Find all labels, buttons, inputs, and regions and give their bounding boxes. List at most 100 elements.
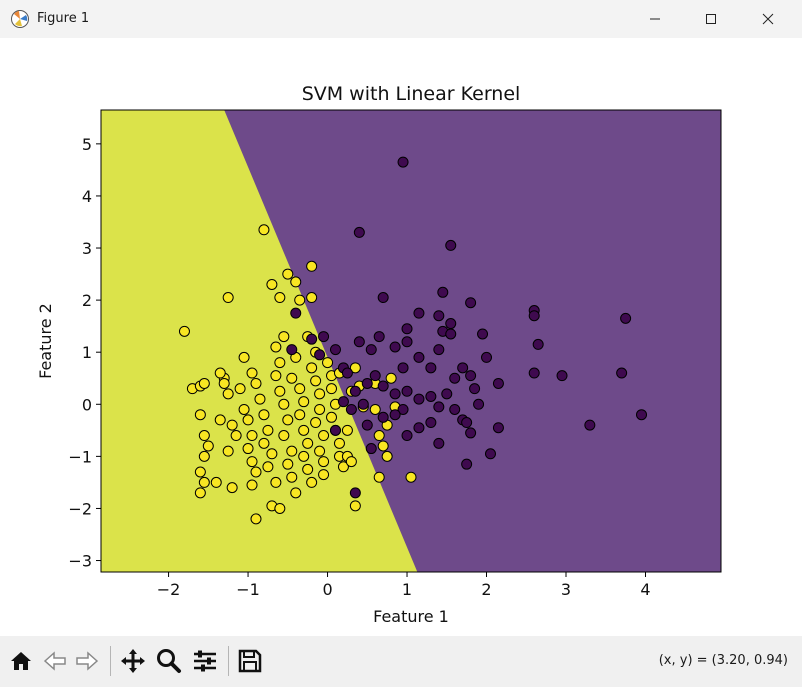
data-point-class-yellow [302,463,314,475]
data-point-class-purple [584,419,596,431]
home-button[interactable] [6,646,36,676]
class-region-purple [224,110,721,572]
back-icon [43,651,66,671]
data-point-class-purple [377,411,389,423]
data-point-class-yellow [266,278,278,290]
minimize-icon [650,18,660,20]
data-point-class-yellow [254,393,266,405]
data-point-class-yellow [286,445,298,457]
data-point-class-purple [369,370,381,382]
data-point-class-purple [413,422,425,434]
data-point-class-yellow [318,430,330,442]
data-point-class-yellow [250,513,262,525]
data-point-class-yellow [377,440,389,452]
data-point-class-yellow [282,268,294,280]
data-point-class-purple [397,156,409,168]
home-icon [11,652,31,670]
configure-subplots-button[interactable] [190,646,220,676]
data-point-class-purple [314,349,326,361]
toolbar-separator [228,646,229,676]
toolbar-separator [110,646,111,676]
zoom-button[interactable] [154,646,184,676]
scatter-points [178,156,648,525]
data-point-class-yellow [274,357,286,369]
data-point-class-purple [445,318,457,330]
data-point-class-purple [365,344,377,356]
data-point-class-yellow [310,375,322,387]
data-point-class-yellow [282,414,294,426]
data-point-class-purple [616,367,628,379]
data-point-class-yellow [198,450,210,462]
figure-canvas[interactable]: SVM with Linear Kernel −2 −1 0 1 2 3 4 −3 −2 −1 0… [0,38,802,636]
data-point-class-yellow [214,414,226,426]
data-point-class-yellow [349,362,361,374]
data-point-class-yellow [385,372,397,384]
data-point-class-purple [465,427,477,439]
data-point-class-purple [290,307,302,319]
data-point-class-purple [361,419,373,431]
data-point-class-purple [389,409,401,421]
data-point-class-yellow [298,424,310,436]
data-point-class-yellow [333,437,345,449]
close-button[interactable] [745,0,791,38]
data-point-class-yellow [266,448,278,460]
data-point-class-purple [401,336,413,348]
data-point-class-purple [492,377,504,389]
data-point-class-purple [433,401,445,413]
data-point-class-yellow [238,351,250,363]
data-point-class-purple [401,385,413,397]
data-point-class-yellow [258,224,270,236]
x-tick-label: 0 [322,580,332,599]
y-tick-label: 2 [82,291,92,310]
data-point-class-purple [401,430,413,442]
minimize-button[interactable] [632,0,678,38]
data-point-class-purple [373,331,385,343]
data-point-class-purple [441,388,453,400]
save-button[interactable] [235,646,265,676]
data-point-class-purple [329,344,341,356]
data-point-class-yellow [226,419,238,431]
data-point-class-yellow [314,445,326,457]
data-point-class-purple [377,292,389,304]
data-point-class-yellow [306,260,318,272]
data-point-class-yellow [349,500,361,512]
data-point-class-purple [469,383,481,395]
data-point-class-yellow [318,456,330,468]
data-point-class-purple [532,338,544,350]
data-point-class-purple [397,362,409,374]
pan-button[interactable] [118,646,148,676]
data-point-class-yellow [322,357,334,369]
data-point-class-purple [425,362,437,374]
back-button[interactable] [40,646,70,676]
data-point-class-yellow [210,476,222,488]
data-point-class-yellow [274,292,286,304]
forward-icon [76,651,99,671]
data-point-class-yellow [222,388,234,400]
data-point-class-purple [484,448,496,460]
data-point-class-purple [636,409,648,421]
x-tick-label: 4 [640,580,650,599]
data-point-class-purple [349,487,361,499]
data-point-class-purple [341,367,353,379]
data-point-class-yellow [198,476,210,488]
data-point-class-purple [433,310,445,322]
data-point-class-yellow [262,424,274,436]
data-point-class-yellow [250,466,262,478]
data-point-class-yellow [262,461,274,473]
data-point-class-yellow [298,396,310,408]
y-axis-label: Feature 2 [36,303,55,379]
data-point-class-purple [528,367,540,379]
data-point-class-yellow [246,367,258,379]
forward-button[interactable] [72,646,102,676]
data-point-class-yellow [194,487,206,499]
data-point-class-yellow [242,443,254,455]
cursor-coordinates: (x, y) = (3.20, 0.94) [658,653,788,668]
data-point-class-purple [377,380,389,392]
data-point-class-yellow [286,471,298,483]
y-tick-label: −3 [68,552,92,571]
maximize-button[interactable] [688,0,734,38]
data-point-class-yellow [306,292,318,304]
data-point-class-yellow [198,430,210,442]
data-point-class-yellow [290,487,302,499]
data-point-class-yellow [381,450,393,462]
